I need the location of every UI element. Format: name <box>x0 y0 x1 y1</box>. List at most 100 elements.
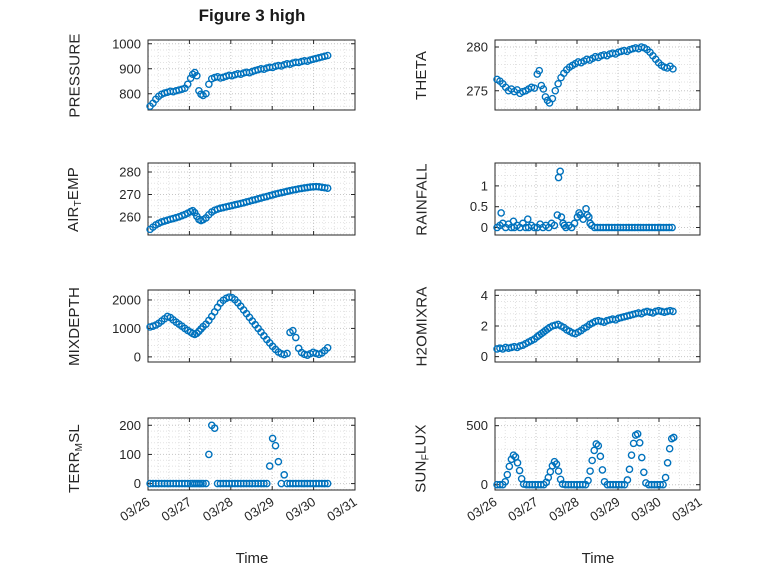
y-label-segment: PRESSURE <box>66 32 84 118</box>
svg-text:100: 100 <box>119 447 141 462</box>
sun-flux-plot: 0 500 03/26 03/27 03/28 03/29 03/30 03/31 <box>464 417 705 524</box>
y-axis-label-pressure: PRESSURE <box>60 32 90 118</box>
svg-text:2000: 2000 <box>112 292 141 307</box>
y-tick-labels: 00.51 <box>470 178 488 235</box>
subplot-rainfall: RAINFALL 0 0.5 1 <box>407 155 710 245</box>
y-tick-labels: 0 1000 2000 <box>112 292 141 364</box>
y-label-segment: TERR <box>65 450 83 493</box>
y-label-segment: MIXDEPTH <box>66 286 84 366</box>
y-label-segment: EMP <box>65 166 83 200</box>
svg-text:0.5: 0.5 <box>470 199 488 214</box>
svg-text:03/29: 03/29 <box>241 494 276 524</box>
axes-box <box>494 162 701 236</box>
y-axis-label-text: MIXDEPTH <box>67 286 84 365</box>
axes-box <box>494 417 701 491</box>
axes-box <box>147 162 356 236</box>
data-points <box>146 293 332 359</box>
y-axis-label-theta: THETA <box>407 32 437 118</box>
svg-text:0: 0 <box>481 220 488 235</box>
svg-text:03/31: 03/31 <box>669 494 704 524</box>
svg-text:900: 900 <box>119 61 141 76</box>
y-axis-label-text: H2OMIXRA <box>414 286 431 366</box>
y-axis-label-text: THETA <box>414 50 431 99</box>
svg-text:0: 0 <box>134 476 141 491</box>
svg-text:275: 275 <box>466 83 488 98</box>
svg-text:260: 260 <box>119 210 141 225</box>
figure-title: Figure 3 high <box>198 6 306 25</box>
y-label-subscript: M <box>73 442 85 451</box>
svg-text:03/26: 03/26 <box>117 494 152 524</box>
y-axis-label-air-temp: AIRTEMP <box>60 155 90 243</box>
subplot-theta: THETA 275 280 <box>407 32 710 120</box>
svg-text:1000: 1000 <box>112 36 141 51</box>
svg-text:03/27: 03/27 <box>159 494 194 524</box>
svg-text:03/30: 03/30 <box>628 494 663 524</box>
x-axis-label-right: Time <box>581 550 615 567</box>
svg-text:0: 0 <box>481 477 488 492</box>
svg-text:03/30: 03/30 <box>283 494 318 524</box>
x-tick-labels: 03/26 03/27 03/28 03/29 03/30 03/31 <box>464 494 704 524</box>
svg-text:03/26: 03/26 <box>464 494 499 524</box>
grid <box>494 40 701 110</box>
svg-text:1000: 1000 <box>112 321 141 336</box>
tick-marks <box>147 290 356 362</box>
svg-text:280: 280 <box>466 40 488 55</box>
y-axis-label-text: AIRTEMP <box>66 166 85 231</box>
y-axis-label-text: RAINFALL <box>414 163 431 235</box>
svg-text:0: 0 <box>481 349 488 364</box>
x-axis-label-left: Time <box>235 550 269 567</box>
data-points <box>493 43 677 107</box>
y-label-segment: LUX <box>412 423 430 454</box>
svg-text:4: 4 <box>481 288 488 303</box>
tick-marks <box>147 418 356 490</box>
svg-text:270: 270 <box>119 187 141 202</box>
svg-text:200: 200 <box>119 418 141 433</box>
svg-text:800: 800 <box>119 86 141 101</box>
grid <box>494 290 701 362</box>
data-points <box>146 51 332 111</box>
svg-text:1: 1 <box>481 178 488 193</box>
y-label-segment: SL <box>65 423 83 443</box>
data-points <box>493 430 678 489</box>
y-axis-label-text: SUNFLUX <box>413 424 432 492</box>
svg-text:03/28: 03/28 <box>546 494 581 524</box>
h2omixra-plot: 0 2 4 <box>481 288 701 364</box>
y-axis-label-mixdepth: MIXDEPTH <box>60 282 90 370</box>
y-label-segment: H2OMIXRA <box>413 286 431 366</box>
y-label-segment: AIR <box>65 205 83 232</box>
y-axis-label-sun-flux: SUNFLUX <box>407 410 437 506</box>
theta-plot: 275 280 <box>466 39 701 111</box>
tick-marks <box>147 40 356 110</box>
air-temp-plot: 260 270 280 <box>119 162 356 236</box>
svg-text:03/28: 03/28 <box>200 494 235 524</box>
y-label-subscript: F <box>420 453 432 460</box>
terr-msl-plot: 0 100 200 03/26 03/27 03/28 03/29 03/30 03/31 <box>117 417 360 524</box>
y-label-segment: SUN <box>412 459 430 493</box>
y-tick-labels: 800 900 1000 <box>112 36 141 101</box>
svg-text:03/27: 03/27 <box>505 494 540 524</box>
subplot-sun-flux: SUNFLUX 0 500 03/26 03/27 03/28 03/29 03/30 03/… <box>407 410 710 548</box>
axes-box <box>147 39 356 111</box>
svg-text:03/31: 03/31 <box>324 494 359 524</box>
tick-marks <box>494 40 701 110</box>
svg-text:0: 0 <box>134 349 141 364</box>
subplot-air-temp: AIRTEMP 260 270 280 <box>60 155 365 245</box>
y-label-segment: RAINFALL <box>413 162 431 236</box>
svg-text:03/29: 03/29 <box>587 494 622 524</box>
data-points <box>146 421 332 488</box>
axes-box <box>494 39 701 111</box>
x-tick-labels: 03/26 03/27 03/28 03/29 03/30 03/31 <box>117 494 359 524</box>
data-points <box>493 167 676 232</box>
svg-text:2: 2 <box>481 319 488 334</box>
data-points <box>493 306 677 353</box>
pressure-plot: 800 900 1000 <box>112 36 356 111</box>
svg-text:280: 280 <box>119 165 141 180</box>
rainfall-plot: 00.51 <box>470 162 701 236</box>
grid <box>147 418 356 490</box>
y-tick-labels: 260 270 280 <box>119 165 141 225</box>
data-points <box>146 182 332 234</box>
subplot-h2omixra: H2OMIXRA 0 2 4 <box>407 282 710 372</box>
y-axis-label-terr-msl: TERRMSL <box>60 410 90 506</box>
subplot-terr-msl: TERRMSL 0 100 200 03/26 03/27 03/28 03/29 03/30… <box>60 410 365 548</box>
